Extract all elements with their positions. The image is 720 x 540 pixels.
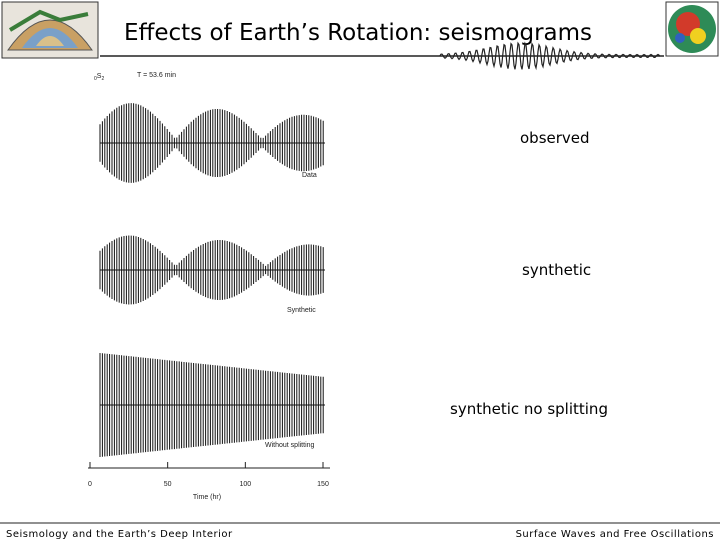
period-label: T = 53.6 min [137, 72, 176, 79]
seismogram-synthetic [99, 235, 325, 305]
tick-label: 100 [239, 481, 251, 488]
tick-label: 150 [317, 481, 329, 488]
footer-left: Seismology and the Earth’s Deep Interior [6, 529, 233, 540]
title-waveform [439, 41, 661, 71]
seismogram-observed [99, 103, 325, 183]
trace-label: Synthetic [287, 307, 316, 314]
caption: synthetic [522, 261, 591, 279]
tick-label: 50 [164, 481, 172, 488]
axis-label: Time (hr) [193, 494, 221, 501]
tick-label: 0 [88, 481, 92, 488]
trace-label: Without splitting [265, 442, 315, 449]
mode-name: 0S2 [94, 73, 104, 82]
slide-title: Effects of Earth’s Rotation: seismograms [124, 20, 592, 46]
caption: synthetic no splitting [450, 400, 608, 418]
trace-label: Data [302, 172, 317, 179]
logo-globe [665, 1, 719, 57]
logo-earth-cutaway [1, 1, 99, 59]
footer-right: Surface Waves and Free Oscillations [516, 529, 714, 540]
seismogram-no-splitting [99, 353, 325, 457]
caption: observed [520, 129, 590, 147]
